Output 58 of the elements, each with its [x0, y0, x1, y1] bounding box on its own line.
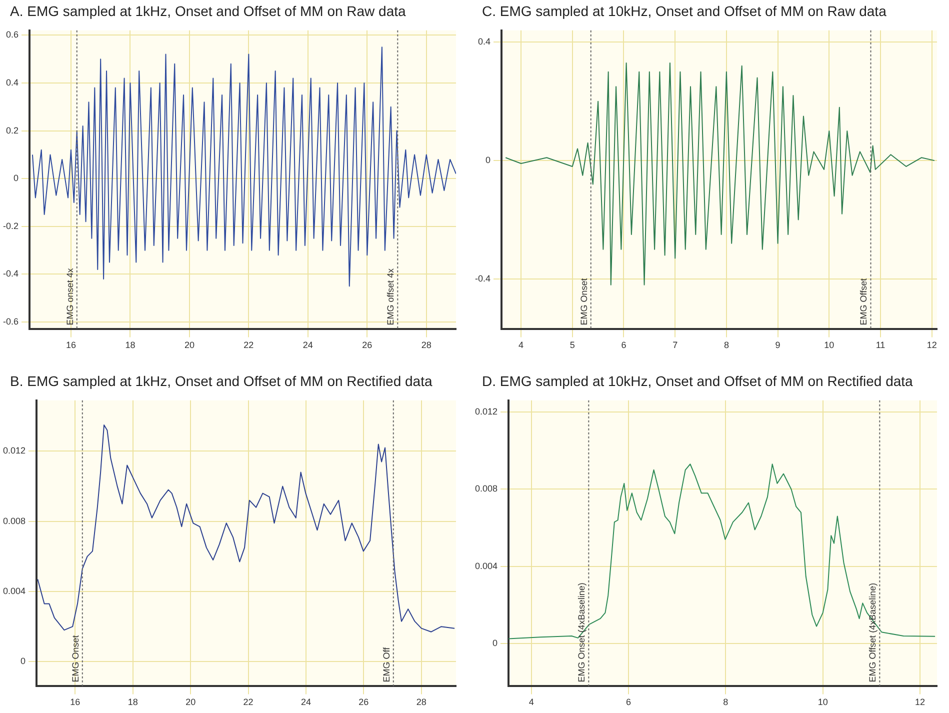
x-tick-label: 6: [626, 697, 632, 708]
x-tick-label: 20: [184, 340, 194, 350]
ref-line-label: EMG onset 4x: [64, 268, 75, 326]
x-tick-label: 8: [724, 340, 729, 350]
x-tick-label: 24: [300, 697, 311, 708]
ref-line-label: EMG Onset: [578, 278, 589, 326]
y-tick-label: 0: [20, 656, 26, 666]
x-tick-label: 11: [876, 340, 886, 350]
x-tick-label: 22: [244, 340, 254, 350]
y-tick-label: 0: [485, 155, 491, 166]
x-tick-label: 10: [818, 697, 828, 708]
y-tick-label: 0.012: [474, 406, 498, 416]
x-tick-label: 28: [421, 340, 432, 350]
y-tick-label: 0.004: [474, 560, 498, 571]
x-tick-label: 18: [128, 697, 138, 708]
y-tick-label: 0.008: [2, 516, 26, 526]
ref-line-label: EMG Onset (4xBaseline): [576, 582, 587, 682]
ref-line-label: EMG Onset: [70, 634, 80, 682]
x-tick-label: 9: [775, 340, 780, 350]
x-tick-label: 18: [125, 340, 136, 350]
x-tick-label: 10: [824, 340, 834, 350]
y-tick-label: 0: [492, 638, 498, 648]
x-tick-label: 16: [66, 340, 76, 350]
y-tick-label: 0.6: [6, 30, 19, 40]
y-tick-label: 0.008: [474, 484, 498, 494]
x-tick-label: 12: [914, 697, 926, 708]
x-tick-label: 28: [416, 697, 426, 708]
x-tick-label: 26: [358, 697, 369, 708]
ref-line-label: EMG Offset: [858, 278, 869, 326]
x-tick-label: 16: [70, 697, 80, 708]
x-tick-label: 22: [243, 697, 254, 708]
ref-line-label: EMG Off: [381, 646, 392, 682]
ref-line-label: EMG offset 4x: [386, 268, 396, 326]
chart-title: B. EMG sampled at 1kHz, Onset and Offset of MM on Rectified data: [9, 372, 434, 391]
x-tick-label: 4: [518, 340, 524, 350]
y-tick-label: 0.2: [6, 125, 19, 136]
x-tick-label: 7: [672, 340, 678, 350]
x-tick-label: 24: [302, 340, 313, 350]
chart-title: C. EMG sampled at 10kHz, Onset and Offset of MM on Raw data: [481, 2, 888, 21]
chart-title: D. EMG sampled at 10kHz, Onset and Offset of MM on Rectified data: [481, 372, 914, 391]
x-tick-label: 5: [570, 340, 575, 350]
chart-title: A. EMG sampled at 1kHz, Onset and Offset of MM on Raw data: [9, 2, 407, 21]
y-tick-label: 0.004: [2, 586, 26, 596]
y-tick-label: -0.2: [2, 220, 19, 231]
x-tick-label: 26: [362, 340, 372, 350]
y-tick-label: 0.012: [2, 446, 26, 456]
x-tick-label: 12: [926, 340, 937, 350]
y-tick-label: -0.4: [2, 268, 19, 279]
y-tick-label: -0.4: [474, 273, 491, 284]
y-tick-label: 0.4: [6, 77, 19, 88]
y-tick-label: 0.4: [478, 36, 491, 47]
ref-line-label: EMG Offset (4xBaseline): [868, 582, 878, 682]
x-tick-label: 6: [621, 340, 626, 350]
y-tick-label: -0.6: [2, 316, 19, 327]
x-tick-label: 8: [723, 697, 728, 708]
y-tick-label: 0: [13, 173, 19, 184]
x-tick-label: 20: [186, 697, 196, 708]
x-tick-label: 4: [528, 697, 534, 708]
